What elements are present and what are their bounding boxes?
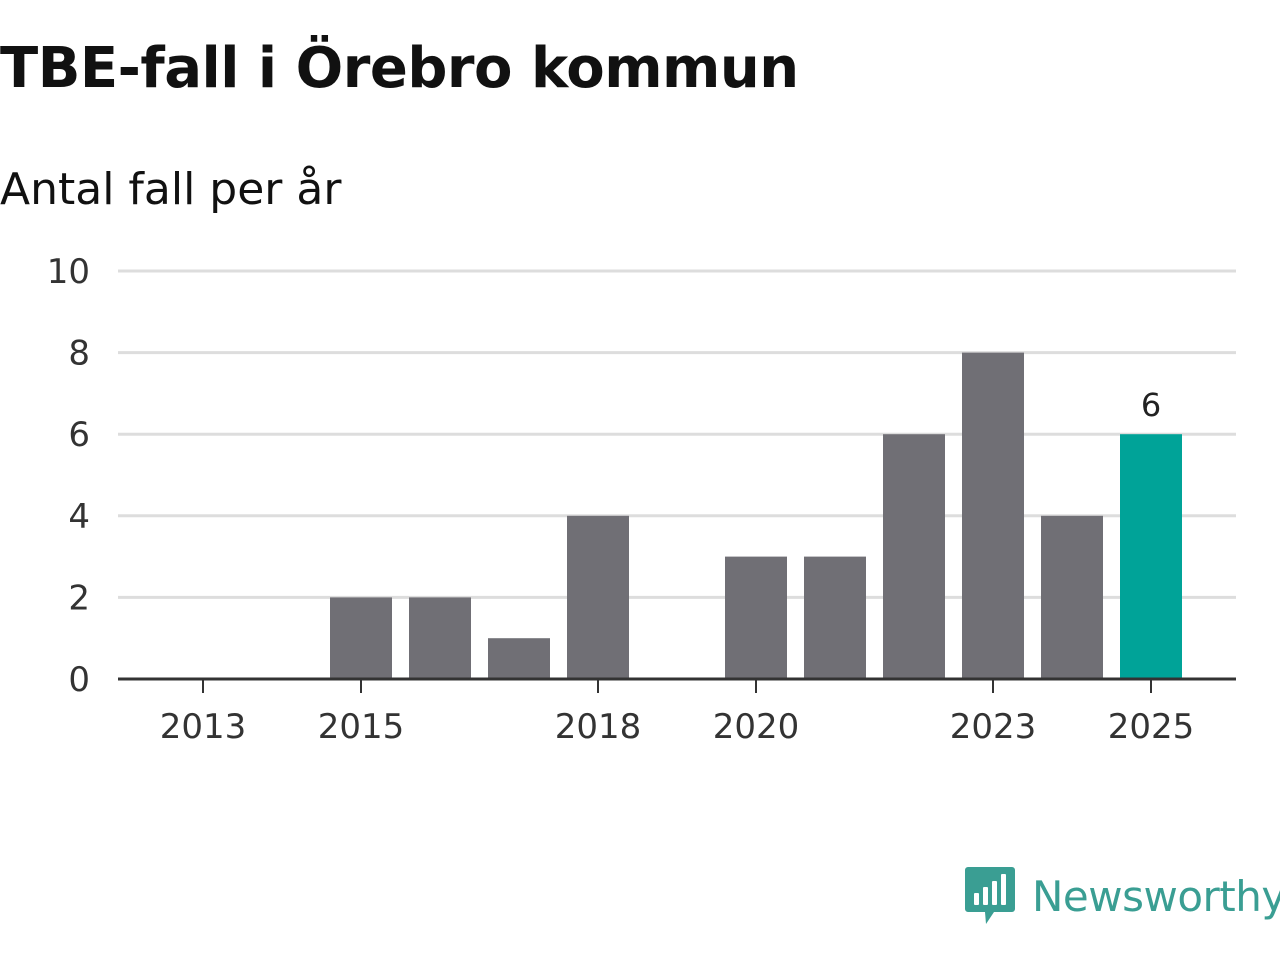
x-tick-label: 2015: [318, 707, 405, 747]
y-tick-label: 4: [68, 497, 90, 537]
x-tick-label: 2018: [555, 707, 642, 747]
x-tick-label: 2023: [950, 707, 1037, 747]
chart-title: TBE-fall i Örebro kommun: [0, 36, 799, 101]
y-tick-label: 10: [47, 252, 90, 292]
bar-chart: 0 2 4 6 8 10 2013 2015 2018 2020 2023 2025 6: [47, 252, 1236, 747]
bar: [962, 352, 1024, 679]
bar: [488, 638, 550, 679]
brand: Newsworthy: [964, 864, 1280, 928]
data-label-highlight: 6: [1141, 386, 1161, 424]
bars: [330, 352, 1182, 679]
x-tick-label: 2020: [713, 707, 800, 747]
x-tick-label: 2025: [1108, 707, 1195, 747]
labels: 0 2 4 6 8 10 2013 2015 2018 2020 2023 2025 6: [47, 252, 1195, 747]
bar: [804, 556, 866, 679]
newsworthy-logo-icon: [965, 867, 1015, 924]
bar: [567, 515, 629, 679]
y-tick-label: 0: [68, 660, 90, 700]
bar: [1041, 515, 1103, 679]
bar: [883, 434, 945, 679]
x-tick-label: 2013: [160, 707, 247, 747]
bar: [330, 597, 392, 679]
chart-subtitle: Antal fall per år: [0, 164, 342, 215]
axes: [118, 677, 1236, 693]
y-tick-label: 8: [68, 334, 90, 374]
bar: [409, 597, 471, 679]
y-tick-label: 2: [68, 578, 90, 618]
brand-name: Newsworthy: [1032, 871, 1280, 921]
bar-highlight: [1120, 434, 1182, 679]
bar: [725, 556, 787, 679]
y-tick-label: 6: [68, 415, 90, 455]
